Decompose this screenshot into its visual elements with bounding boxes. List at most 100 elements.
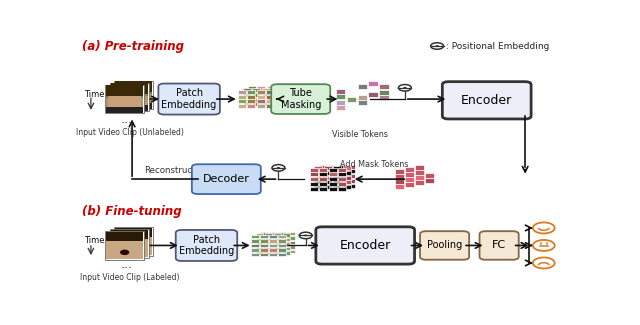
Bar xyxy=(278,236,285,240)
Bar xyxy=(336,105,345,110)
Bar xyxy=(256,242,263,246)
Bar xyxy=(283,242,290,246)
Bar xyxy=(358,84,367,89)
Text: ...: ... xyxy=(121,258,133,271)
Bar xyxy=(115,81,152,109)
Bar xyxy=(329,168,337,172)
Bar xyxy=(252,102,260,107)
Bar xyxy=(256,233,263,237)
Bar xyxy=(252,88,260,92)
Bar xyxy=(238,95,246,99)
Ellipse shape xyxy=(129,246,138,251)
Text: Decoder: Decoder xyxy=(203,174,250,184)
Bar xyxy=(338,168,346,172)
Bar xyxy=(265,251,272,255)
Bar xyxy=(248,90,255,94)
Bar xyxy=(278,250,285,254)
FancyBboxPatch shape xyxy=(113,91,145,110)
Bar xyxy=(115,228,152,237)
Bar xyxy=(333,176,341,180)
Bar xyxy=(265,238,272,241)
FancyBboxPatch shape xyxy=(117,89,150,108)
Bar xyxy=(319,182,327,186)
Bar xyxy=(257,91,265,95)
Bar xyxy=(243,88,251,92)
Bar xyxy=(274,251,281,255)
Bar xyxy=(336,100,345,105)
Bar xyxy=(278,253,285,256)
Bar xyxy=(358,100,367,105)
Bar xyxy=(111,83,148,96)
Bar xyxy=(257,86,265,90)
Bar xyxy=(329,177,337,181)
Bar xyxy=(260,236,268,240)
FancyBboxPatch shape xyxy=(479,231,518,260)
Text: ...: ... xyxy=(121,112,133,125)
Bar xyxy=(248,86,256,90)
Bar xyxy=(256,251,263,255)
Bar xyxy=(267,91,275,95)
Bar xyxy=(319,174,327,178)
Bar xyxy=(342,171,351,175)
Bar xyxy=(238,99,246,103)
Bar xyxy=(328,165,336,169)
Bar xyxy=(109,229,148,258)
Bar xyxy=(274,242,281,246)
Text: Tube
Masking: Tube Masking xyxy=(280,88,321,110)
Bar xyxy=(405,172,414,177)
Bar xyxy=(266,99,274,103)
Bar xyxy=(396,175,404,179)
Bar xyxy=(260,243,268,247)
FancyBboxPatch shape xyxy=(108,93,141,112)
Bar xyxy=(266,104,274,108)
Bar xyxy=(114,81,153,109)
Bar xyxy=(336,95,345,99)
Bar xyxy=(324,176,332,180)
Bar xyxy=(115,228,152,255)
Bar xyxy=(269,235,276,238)
Bar xyxy=(314,185,323,189)
FancyBboxPatch shape xyxy=(420,231,469,260)
Bar xyxy=(324,166,332,170)
Text: : Positional Embedding: : Positional Embedding xyxy=(446,42,549,50)
Text: Encoder: Encoder xyxy=(340,239,391,252)
Bar xyxy=(338,165,346,169)
Bar xyxy=(319,177,327,181)
Bar xyxy=(248,104,255,108)
Circle shape xyxy=(435,45,439,47)
Bar xyxy=(310,187,318,191)
Bar xyxy=(405,167,414,172)
Text: (a) Pre-training: (a) Pre-training xyxy=(83,40,184,53)
Bar xyxy=(415,165,424,170)
Bar xyxy=(248,95,255,99)
Text: (b) Fine-tuning: (b) Fine-tuning xyxy=(83,205,182,218)
Bar xyxy=(336,89,345,94)
Bar xyxy=(283,247,290,250)
Bar xyxy=(314,180,323,184)
Bar xyxy=(319,184,327,188)
Bar xyxy=(276,91,284,95)
Bar xyxy=(262,102,269,107)
Bar xyxy=(329,172,337,176)
Bar xyxy=(271,93,279,97)
Bar xyxy=(347,179,355,183)
Bar xyxy=(269,232,276,235)
Bar xyxy=(319,168,327,172)
Text: Time: Time xyxy=(84,90,104,98)
Bar xyxy=(256,247,263,250)
FancyBboxPatch shape xyxy=(316,227,415,264)
Bar xyxy=(271,98,279,102)
Bar xyxy=(106,85,143,96)
Bar xyxy=(106,107,143,113)
Bar xyxy=(269,236,276,240)
Bar xyxy=(260,248,268,252)
Bar xyxy=(338,182,346,186)
Bar xyxy=(328,179,336,183)
Bar xyxy=(328,174,336,178)
Bar xyxy=(257,96,265,100)
Bar xyxy=(415,170,424,175)
Bar xyxy=(347,98,356,102)
Text: Patch
Embedding: Patch Embedding xyxy=(161,88,217,110)
Bar xyxy=(314,171,323,175)
Bar xyxy=(257,95,265,99)
